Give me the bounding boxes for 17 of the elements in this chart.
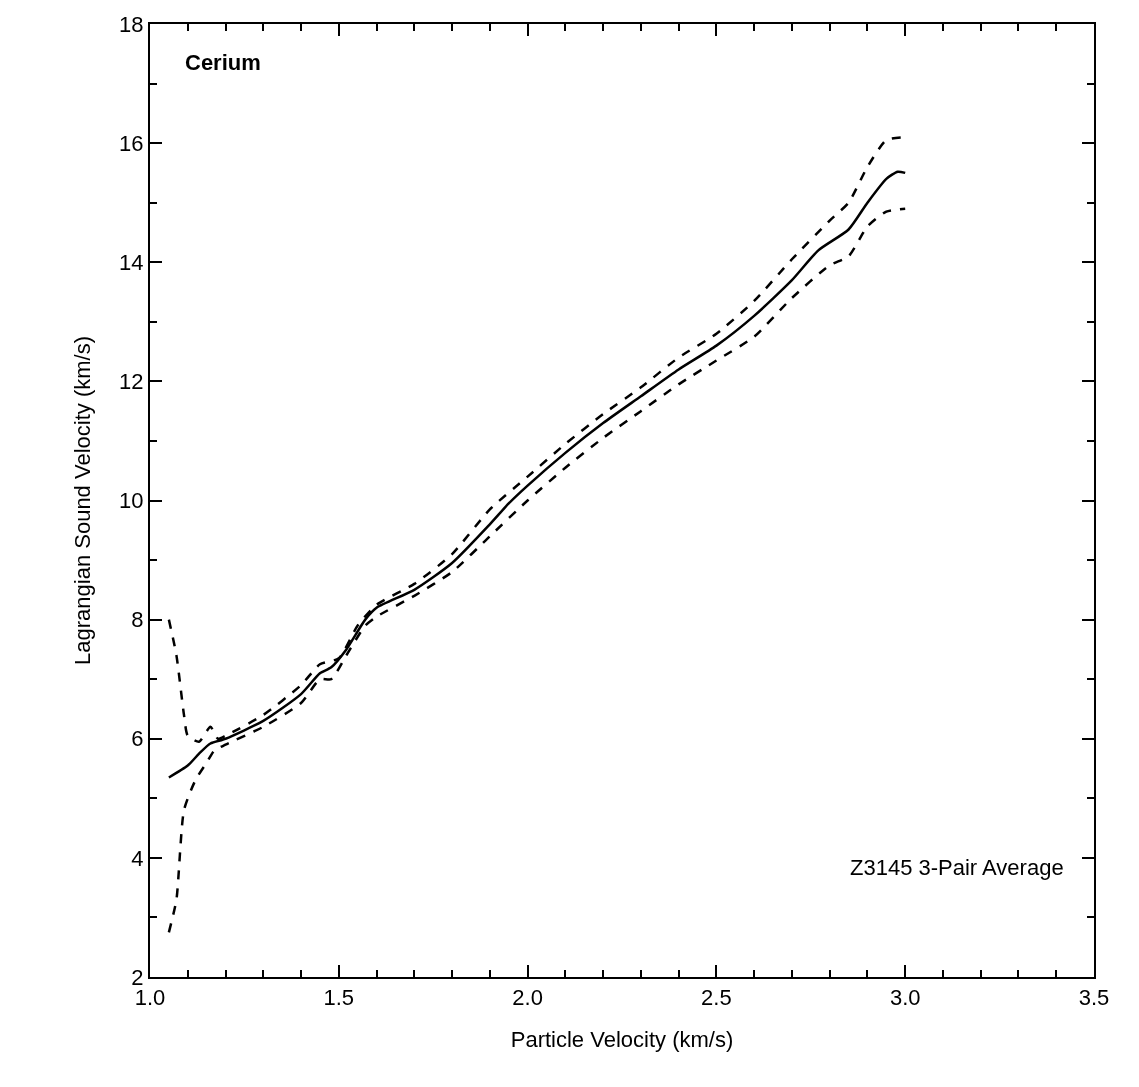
x-tick-label: 3.0 [889, 985, 921, 1011]
y-tick-label: 14 [119, 249, 144, 275]
y-tick-label: 18 [119, 11, 144, 37]
y-tick-label: 4 [131, 845, 144, 871]
x-axis-title: Particle Velocity (km/s) [510, 1026, 734, 1052]
x-tick-label: 1.5 [323, 985, 355, 1011]
x-tick-label: 3.5 [1078, 985, 1110, 1011]
x-tick-label: 2.0 [512, 985, 543, 1011]
x-tick-label: 2.5 [701, 985, 732, 1011]
y-tick-label: 16 [119, 130, 144, 156]
annotation: Z3145 3-Pair Average [850, 855, 1064, 880]
y-tick-label: 6 [131, 726, 144, 752]
y-tick-label: 8 [131, 607, 144, 633]
y-tick-label: 10 [119, 488, 144, 514]
y-tick-label: 12 [119, 369, 144, 395]
y-axis-title: Lagrangian Sound Velocity (km/s) [70, 336, 96, 665]
annotation: Cerium [185, 50, 261, 75]
